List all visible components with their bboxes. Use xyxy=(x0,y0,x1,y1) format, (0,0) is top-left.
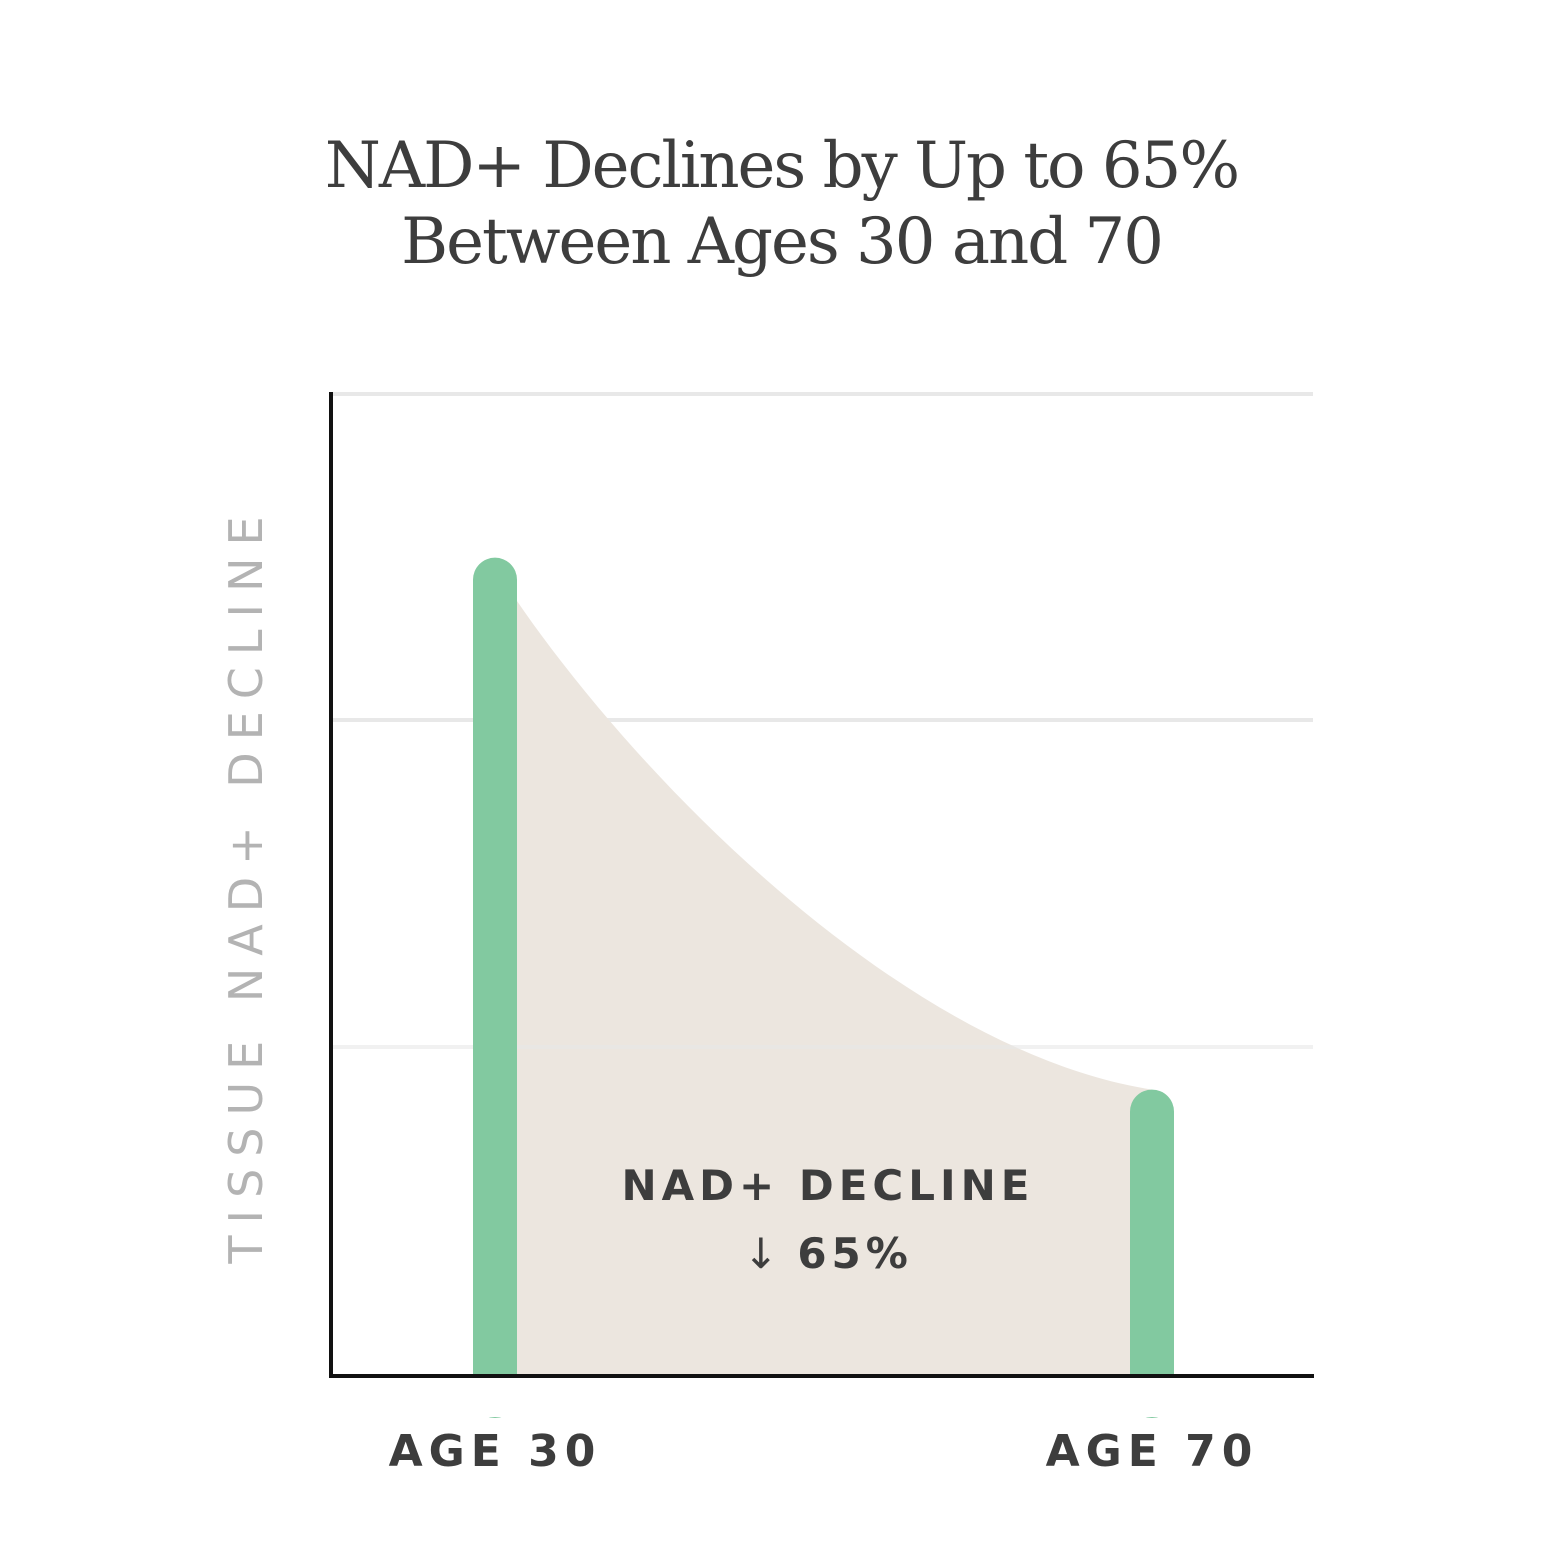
decline-area xyxy=(495,567,1152,1376)
chart-title: NAD+ Declines by Up to 65% Between Ages … xyxy=(0,128,1563,280)
annotation-percent: 65% xyxy=(797,1229,913,1278)
down-arrow-icon: ↓ xyxy=(743,1229,783,1278)
x-tick-age-70: AGE 70 xyxy=(1046,1426,1259,1477)
annotation-value: ↓ 65% xyxy=(743,1229,913,1278)
x-tick-age-30: AGE 30 xyxy=(389,1426,602,1477)
y-axis-label: TISSUE NAD+ DECLINE xyxy=(219,504,273,1264)
chart-title-line1: NAD+ Declines by Up to 65% xyxy=(324,129,1240,203)
annotation-label: NAD+ DECLINE xyxy=(622,1161,1035,1210)
chart-title-line2: Between Ages 30 and 70 xyxy=(401,205,1164,279)
bar-base-mask xyxy=(300,1377,1350,1417)
